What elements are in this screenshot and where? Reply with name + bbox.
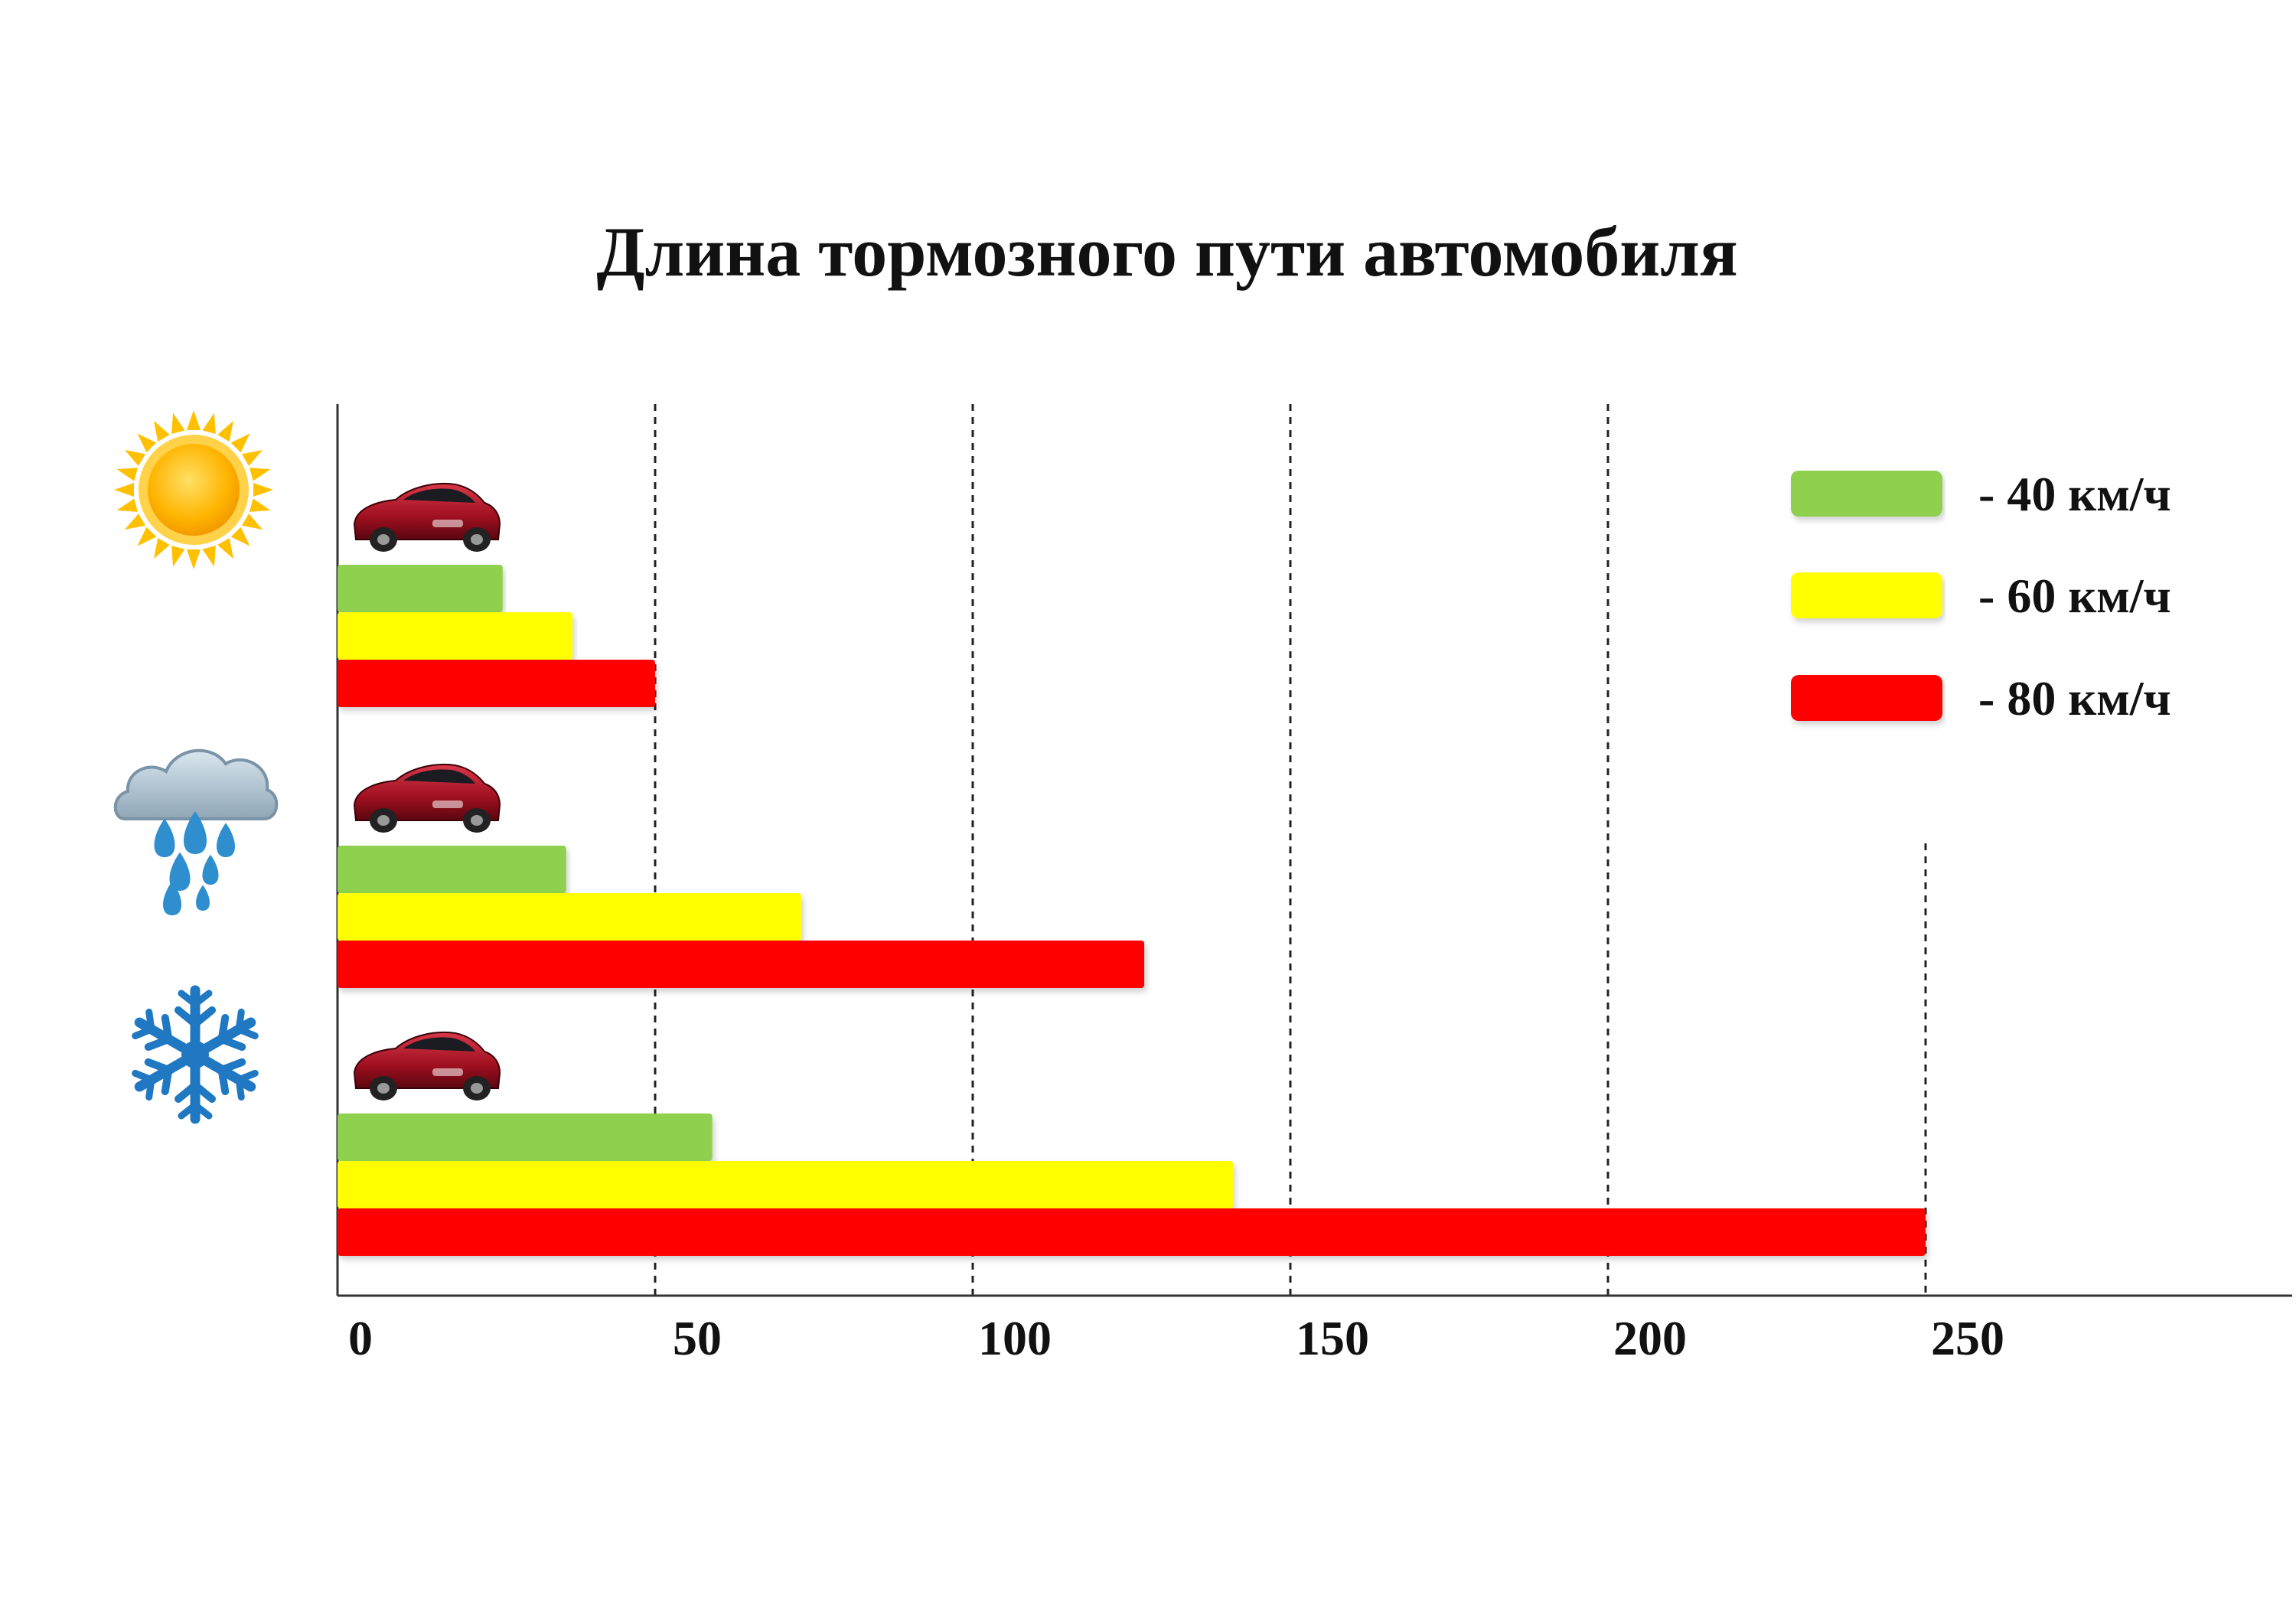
snowflake-branch — [178, 990, 213, 1009]
car-wheel-hub — [377, 815, 390, 826]
sun-icon — [114, 410, 273, 569]
chart-title: Длина тормозного пути автомобиля — [596, 213, 1737, 291]
x-tick-label: 0 — [348, 1311, 373, 1365]
legend-swatch — [1791, 471, 1942, 517]
snowflake-branch — [132, 1069, 155, 1101]
bar — [338, 1208, 1926, 1256]
legend-label: - 60 км/ч — [1978, 569, 2171, 623]
rain-icon — [113, 748, 279, 915]
snowflake-branch — [178, 1100, 213, 1120]
bar — [338, 893, 801, 941]
snowflake-branch — [235, 1069, 259, 1101]
car-windshield — [403, 769, 475, 784]
car-highlight — [432, 520, 463, 527]
snowflake-branch — [144, 1058, 173, 1096]
bar — [338, 846, 566, 893]
sun-ray — [202, 412, 216, 434]
snowflake-branch — [174, 1080, 216, 1103]
sun-ray — [171, 412, 185, 434]
car-wheel-hub — [377, 1083, 390, 1094]
car-highlight — [432, 1068, 463, 1076]
car-icon — [353, 483, 501, 552]
snowflake-icon — [132, 985, 259, 1124]
x-tick-label: 50 — [673, 1311, 722, 1365]
sun-ray — [114, 483, 134, 497]
x-tick-label: 150 — [1296, 1311, 1369, 1365]
x-tick-label: 250 — [1931, 1311, 2004, 1365]
car-highlight — [432, 800, 463, 808]
sun-ray — [242, 450, 263, 466]
bar — [338, 941, 1145, 988]
sun-ray — [154, 420, 170, 442]
sun-ray — [217, 538, 233, 559]
legend-label: - 80 км/ч — [1978, 671, 2171, 726]
rain-drop — [184, 811, 207, 854]
rain-drop — [169, 852, 191, 891]
legend: - 40 км/ч - 60 км/ч - 80 км/ч — [1791, 467, 2171, 726]
snowflake-center — [181, 1041, 209, 1068]
sun-ray — [124, 514, 145, 530]
sun-ray — [124, 450, 145, 466]
category-icons — [113, 410, 279, 1124]
rain-drop — [163, 881, 181, 915]
sun-ray — [253, 483, 273, 497]
sun-ray — [171, 546, 185, 567]
sun-ray — [187, 549, 201, 569]
car-wheel-hub — [471, 815, 483, 826]
sun-ray — [230, 433, 250, 453]
bar — [338, 1114, 713, 1161]
bar — [338, 660, 655, 707]
sun-ray — [116, 468, 138, 481]
snowflake-branch — [217, 1058, 246, 1096]
x-tick-labels: 0 50 100 150 200 250 — [348, 1311, 2004, 1365]
car-wheel-hub — [471, 1083, 483, 1094]
snowflake-branch — [174, 1006, 216, 1029]
sun-ray — [202, 546, 216, 567]
rain-drop — [196, 885, 210, 911]
rain-drop — [217, 823, 235, 857]
sun-ray — [230, 527, 250, 546]
car-wheel-hub — [377, 534, 390, 545]
sun-ray — [249, 498, 271, 512]
bar — [338, 612, 573, 660]
x-tick-label: 100 — [978, 1311, 1052, 1365]
sun-ray — [187, 410, 201, 430]
sun-ray — [137, 527, 157, 546]
x-tick-label: 200 — [1613, 1311, 1687, 1365]
legend-swatch — [1791, 675, 1942, 721]
car-windshield — [403, 1037, 475, 1052]
sun-ray — [116, 498, 138, 512]
bar — [338, 1161, 1234, 1208]
rain-drop — [154, 818, 175, 857]
snowflake-branch — [217, 1013, 246, 1052]
sun-ray — [242, 514, 263, 530]
snowflake-branch — [144, 1013, 173, 1052]
legend-label: - 40 км/ч — [1978, 467, 2171, 521]
snowflake-branch — [132, 1008, 155, 1040]
sun-core — [148, 444, 240, 536]
cloud-shape — [113, 748, 279, 820]
sun-ray — [249, 468, 271, 481]
rain-drop — [202, 854, 219, 885]
car-windshield — [403, 488, 475, 503]
sun-ray — [137, 433, 157, 453]
bars — [338, 483, 1926, 1256]
legend-swatch — [1791, 572, 1942, 618]
car-icon — [353, 1032, 501, 1100]
sun-ray — [217, 420, 233, 442]
car-icon — [353, 764, 501, 833]
car-wheel-hub — [471, 534, 483, 545]
bar — [338, 565, 503, 612]
sun-ray — [154, 538, 170, 559]
snowflake-branch — [235, 1008, 259, 1040]
